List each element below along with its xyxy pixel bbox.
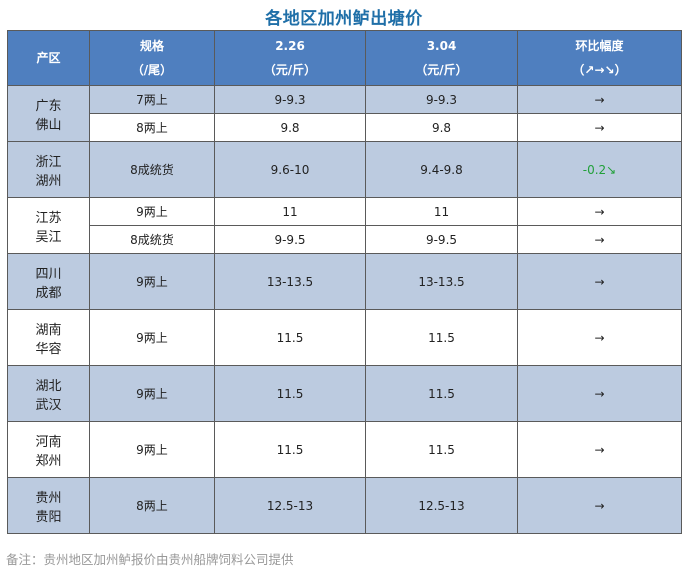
header-date2: 3.04 （元/斤） xyxy=(365,30,518,86)
price2-cell: 9.4-9.8 xyxy=(365,141,518,198)
region-city: 湖州 xyxy=(35,173,62,189)
price2-cell: 9-9.5 xyxy=(365,225,518,254)
header-change: 环比幅度 （↗→↘） xyxy=(517,30,682,86)
table-row: 广东 佛山 7两上 9-9.3 9-9.3 → xyxy=(7,85,682,142)
table-row: 江苏 吴江 9两上 11 11 → xyxy=(7,197,682,254)
change-cell: → xyxy=(517,477,682,534)
spec-cell: 9两上 xyxy=(89,309,215,366)
price2-cell: 11.5 xyxy=(365,365,518,422)
table-title: 各地区加州鲈出塘价 xyxy=(265,9,423,29)
spec-cell: 8两上 xyxy=(89,113,215,142)
region-city: 佛山 xyxy=(35,117,62,133)
header-region: 产区 xyxy=(7,30,90,86)
price2-cell: 12.5-13 xyxy=(365,477,518,534)
price-table: 产区 规格 （/尾） 2.26 （元/斤） 3.04 （元/斤） 环比幅度 （↗… xyxy=(7,30,682,534)
region-cell: 广东 佛山 xyxy=(7,85,90,142)
table-row: 浙江 湖州 8成统货 9.6-10 9.4-9.8 -0.2↘ xyxy=(7,141,682,198)
change-cell: → xyxy=(517,197,682,226)
spec-cell: 9两上 xyxy=(89,421,215,478)
region-province: 浙江 xyxy=(35,154,62,170)
region-city: 吴江 xyxy=(35,229,62,245)
spec-cell: 7两上 xyxy=(89,85,215,114)
region-province: 广东 xyxy=(35,98,62,114)
region-cell: 四川 成都 xyxy=(7,253,90,310)
price1-cell: 13-13.5 xyxy=(214,253,366,310)
header-date2-label: 3.04 xyxy=(426,39,457,53)
table-row: 8两上 9.8 9.8 → xyxy=(8,113,682,142)
region-province: 贵州 xyxy=(35,490,62,506)
header-date1-label: 2.26 xyxy=(275,39,305,53)
region-province: 四川 xyxy=(35,266,62,282)
region-province: 河南 xyxy=(35,434,62,450)
price1-cell: 11 xyxy=(214,197,366,226)
region-cell: 贵州 贵阳 xyxy=(7,477,90,534)
price1-cell: 9.8 xyxy=(214,113,366,142)
region-cell: 浙江 湖州 xyxy=(7,141,90,198)
header-spec-label: 规格 xyxy=(139,39,164,53)
header-spec-unit: （/尾） xyxy=(131,63,173,77)
spec-cell: 8成统货 xyxy=(89,141,215,198)
region-province: 湖北 xyxy=(35,378,62,394)
region-city: 成都 xyxy=(35,285,62,301)
table-row: 河南 郑州 9两上 11.5 11.5 → xyxy=(7,421,682,478)
change-cell: → xyxy=(517,225,682,254)
change-cell: -0.2↘ xyxy=(517,141,682,198)
change-cell: → xyxy=(517,253,682,310)
region-city: 郑州 xyxy=(35,453,62,469)
region-city: 华容 xyxy=(35,341,62,357)
table-row: 8成统货 9-9.5 9-9.5 → xyxy=(8,225,682,254)
header-date2-unit: （元/斤） xyxy=(415,63,468,77)
price2-cell: 11 xyxy=(365,197,518,226)
header-date1-unit: （元/斤） xyxy=(263,63,317,77)
change-cell: → xyxy=(517,365,682,422)
change-cell: → xyxy=(517,85,682,114)
change-cell: → xyxy=(517,309,682,366)
header-spec: 规格 （/尾） xyxy=(89,30,215,86)
table-row: 四川 成都 9两上 13-13.5 13-13.5 → xyxy=(7,253,682,310)
price1-cell: 11.5 xyxy=(214,309,366,366)
spec-cell: 9两上 xyxy=(89,197,215,226)
price2-cell: 11.5 xyxy=(365,421,518,478)
price2-cell: 13-13.5 xyxy=(365,253,518,310)
region-province: 江苏 xyxy=(35,210,62,226)
region-city: 贵阳 xyxy=(35,509,62,525)
spec-cell: 9两上 xyxy=(89,253,215,310)
table-row: 湖北 武汉 9两上 11.5 11.5 → xyxy=(7,365,682,422)
region-cell: 江苏 吴江 xyxy=(7,197,90,254)
price2-cell: 9.8 xyxy=(365,113,518,142)
change-cell: → xyxy=(517,421,682,478)
price1-cell: 9-9.5 xyxy=(214,225,366,254)
change-cell: → xyxy=(517,113,682,142)
price2-cell: 9-9.3 xyxy=(365,85,518,114)
price1-cell: 12.5-13 xyxy=(214,477,366,534)
header-row: 产区 规格 （/尾） 2.26 （元/斤） 3.04 （元/斤） 环比幅度 （↗… xyxy=(7,30,682,86)
table-row: 贵州 贵阳 8两上 12.5-13 12.5-13 → xyxy=(7,477,682,534)
price2-cell: 11.5 xyxy=(365,309,518,366)
header-change-label: 环比幅度 xyxy=(575,39,624,53)
footnote: 备注：贵州地区加州鲈报价由贵州船牌饲料公司提供 xyxy=(6,552,294,567)
price1-cell: 9-9.3 xyxy=(214,85,366,114)
region-city: 武汉 xyxy=(35,397,62,413)
price1-cell: 11.5 xyxy=(214,421,366,478)
region-cell: 河南 郑州 xyxy=(7,421,90,478)
table-row: 湖南 华容 9两上 11.5 11.5 → xyxy=(7,309,682,366)
spec-cell: 8两上 xyxy=(89,477,215,534)
header-change-unit: （↗→↘） xyxy=(572,63,627,77)
spec-cell: 8成统货 xyxy=(89,225,215,254)
region-cell: 湖北 武汉 xyxy=(7,365,90,422)
region-province: 湖南 xyxy=(35,322,62,338)
price1-cell: 9.6-10 xyxy=(214,141,366,198)
price1-cell: 11.5 xyxy=(214,365,366,422)
header-date1: 2.26 （元/斤） xyxy=(214,30,366,86)
region-cell: 湖南 华容 xyxy=(7,309,90,366)
spec-cell: 9两上 xyxy=(89,365,215,422)
